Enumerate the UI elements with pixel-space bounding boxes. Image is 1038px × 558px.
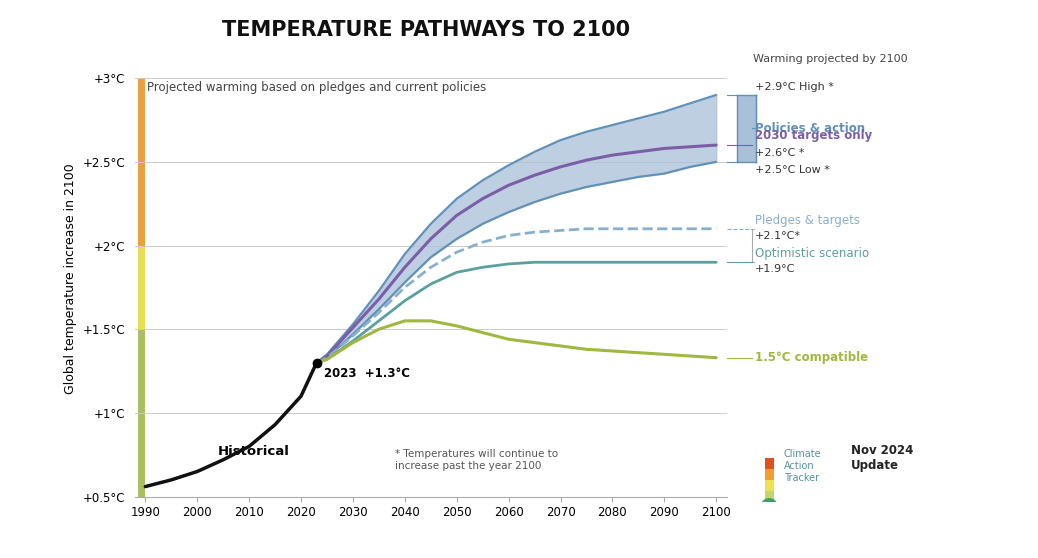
Text: Projected warming based on pledges and current policies: Projected warming based on pledges and c… xyxy=(146,81,486,94)
Text: Optimistic scenario: Optimistic scenario xyxy=(755,247,869,260)
Bar xyxy=(138,246,145,329)
Bar xyxy=(765,480,773,491)
Text: +2.6°C *: +2.6°C * xyxy=(755,148,804,158)
Text: * Temperatures will continue to
increase past the year 2100: * Temperatures will continue to increase… xyxy=(395,449,558,470)
Text: Historical: Historical xyxy=(218,445,290,458)
Y-axis label: Global temperature increase in 2100: Global temperature increase in 2100 xyxy=(64,163,77,395)
Bar xyxy=(138,78,145,246)
Text: +2.1°C*: +2.1°C* xyxy=(755,231,800,241)
Text: +1.9°C: +1.9°C xyxy=(755,264,795,275)
Text: 2030 targets only: 2030 targets only xyxy=(755,129,872,142)
Text: Policies & action: Policies & action xyxy=(755,122,865,135)
Text: +2.9°C High *: +2.9°C High * xyxy=(755,81,834,92)
Bar xyxy=(765,491,773,502)
Text: Climate
Action
Tracker: Climate Action Tracker xyxy=(784,450,821,483)
Text: 1.5°C compatible: 1.5°C compatible xyxy=(755,351,868,364)
Text: 2023  +1.3°C: 2023 +1.3°C xyxy=(325,367,410,380)
Bar xyxy=(765,458,773,469)
Text: TEMPERATURE PATHWAYS TO 2100: TEMPERATURE PATHWAYS TO 2100 xyxy=(221,20,630,40)
Bar xyxy=(765,469,773,480)
Text: Pledges & targets: Pledges & targets xyxy=(755,214,859,227)
Ellipse shape xyxy=(761,498,777,512)
Text: +2.5°C Low *: +2.5°C Low * xyxy=(755,165,829,175)
Text: Nov 2024
Update: Nov 2024 Update xyxy=(851,444,913,472)
Text: Warming projected by 2100: Warming projected by 2100 xyxy=(753,54,907,64)
Bar xyxy=(138,329,145,497)
